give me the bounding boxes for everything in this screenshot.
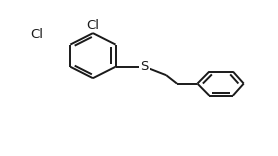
Text: Cl: Cl: [30, 28, 43, 41]
Text: Cl: Cl: [86, 19, 100, 32]
Text: S: S: [140, 60, 149, 73]
